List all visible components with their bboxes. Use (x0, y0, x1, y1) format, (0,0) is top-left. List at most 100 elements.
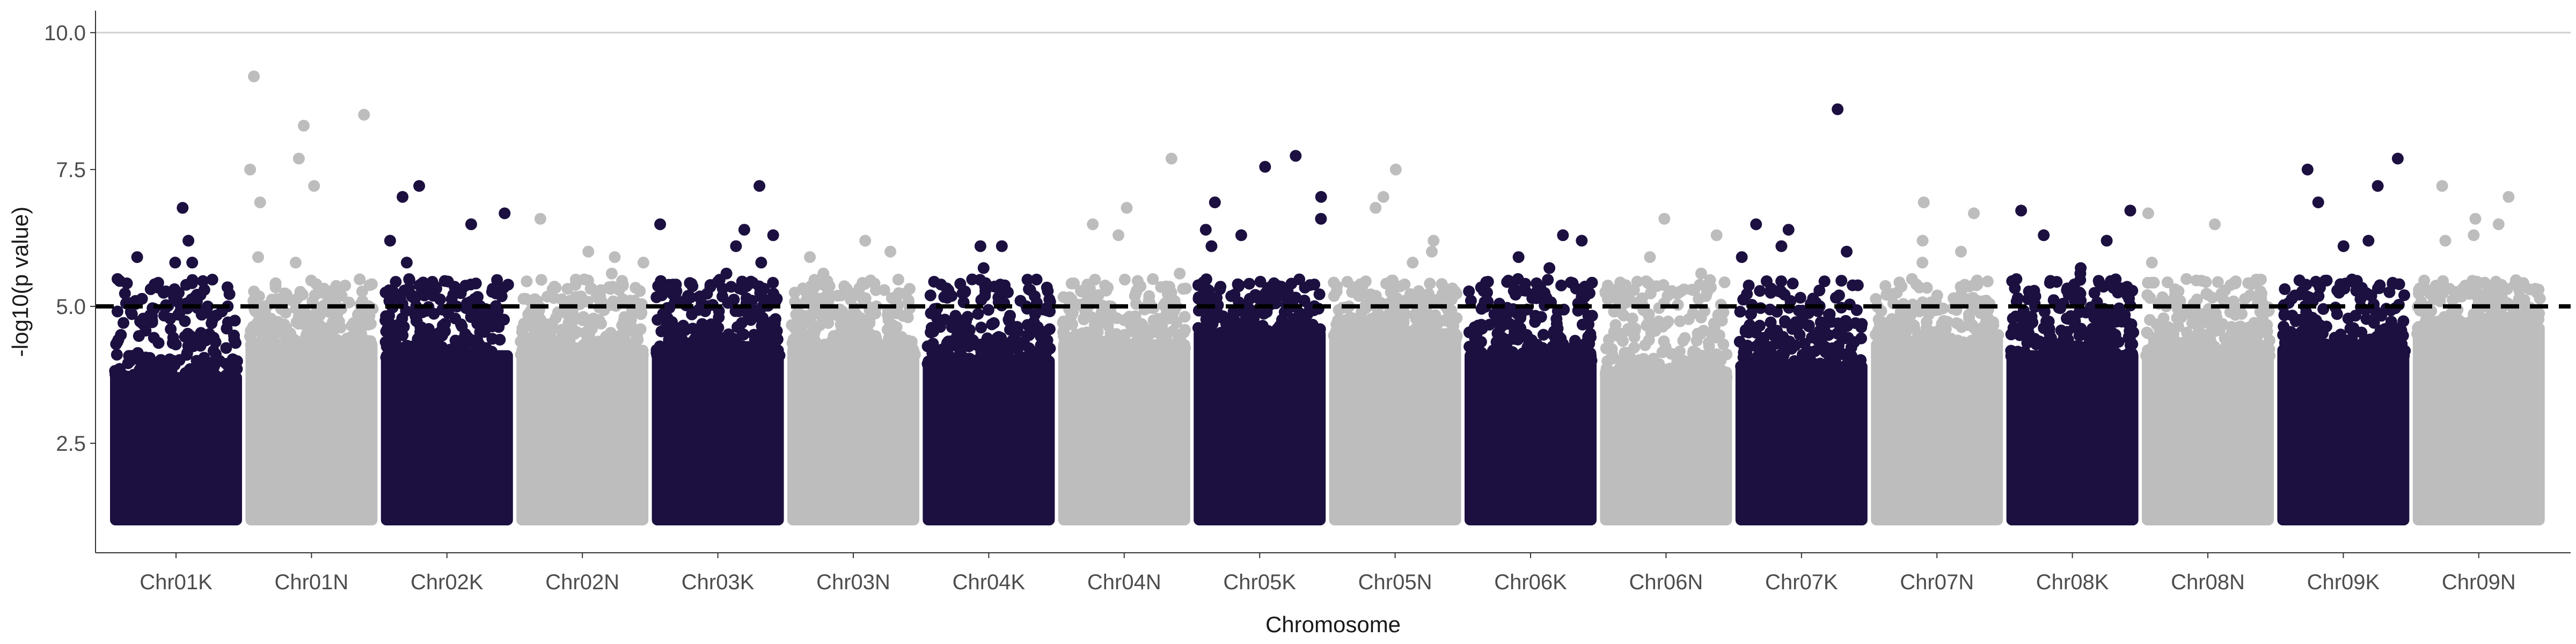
point (2125, 318, 2138, 331)
top-hit-point (755, 257, 767, 269)
point (959, 360, 971, 372)
top-hit-point (1841, 245, 1853, 258)
point (1387, 274, 1399, 287)
point (730, 336, 743, 348)
point (891, 290, 903, 302)
point (2317, 327, 2329, 340)
point (611, 335, 623, 348)
point (194, 289, 207, 301)
point (173, 287, 185, 299)
point (2515, 280, 2528, 292)
point (925, 354, 937, 367)
point (1796, 304, 1809, 317)
point (2286, 310, 2299, 321)
point (1118, 273, 1131, 286)
point (836, 347, 848, 359)
point (1243, 277, 1255, 290)
point (1848, 354, 1860, 366)
chromosome-points-chr03n (786, 235, 921, 525)
point (2333, 287, 2345, 299)
top-hit-point (859, 235, 872, 247)
top-hit-point (1557, 229, 1569, 241)
point (134, 363, 146, 376)
point (695, 321, 707, 333)
top-hit-point (730, 240, 742, 252)
top-hit-point (1165, 152, 1177, 165)
point (1897, 332, 1909, 344)
point (953, 340, 965, 352)
point (2038, 343, 2051, 356)
point (1669, 371, 1681, 384)
point (2285, 326, 2297, 338)
point (578, 273, 590, 286)
point (1748, 358, 1760, 371)
point-cloud (2142, 345, 2274, 525)
chromosome-points-chr04n (1057, 152, 1192, 525)
point (1192, 279, 1204, 291)
top-hit-point (400, 257, 413, 269)
point (1851, 279, 1864, 291)
point (1577, 354, 1589, 366)
point (1370, 290, 1382, 302)
point (2255, 273, 2267, 286)
point (1118, 328, 1131, 341)
point (1895, 344, 1907, 356)
point (805, 280, 817, 292)
point (2261, 325, 2273, 338)
point (2075, 295, 2087, 307)
point (666, 316, 678, 328)
point (1708, 363, 1720, 375)
point (1313, 288, 1326, 301)
top-hit-point (819, 279, 831, 291)
point (2205, 349, 2217, 362)
point (2153, 346, 2165, 358)
point (547, 340, 559, 352)
point (975, 321, 987, 334)
point (2530, 287, 2543, 299)
point (1214, 283, 1226, 295)
point (2119, 309, 2131, 321)
point (1555, 342, 1568, 354)
point (2197, 316, 2209, 328)
point (1688, 284, 1700, 296)
point (1644, 287, 1657, 299)
point (258, 325, 270, 338)
point (1702, 336, 1715, 349)
top-hit-point (1259, 160, 1271, 173)
point (2493, 327, 2506, 340)
point (446, 354, 458, 366)
point (1931, 289, 1943, 302)
top-hit-point (1370, 202, 1382, 214)
point (1443, 310, 1455, 323)
point (1800, 352, 1812, 364)
point (2161, 276, 2174, 288)
top-hit-point (1644, 251, 1656, 264)
x-tick-label: Chr06K (1494, 570, 1567, 594)
point (1583, 318, 1595, 331)
point (2346, 334, 2358, 346)
point (1741, 288, 1753, 300)
point (1718, 276, 1731, 289)
point (165, 323, 177, 335)
point (817, 313, 829, 325)
point (1038, 360, 1050, 372)
point (1775, 286, 1788, 298)
point (1775, 349, 1787, 361)
point (580, 349, 592, 362)
point (2191, 294, 2203, 305)
point (1629, 324, 1641, 336)
top-hit-point (2492, 218, 2505, 230)
point (2329, 332, 2341, 344)
top-hit-point (1832, 103, 1844, 115)
point (2223, 335, 2235, 347)
point (246, 344, 258, 356)
point (979, 277, 992, 289)
point (1923, 337, 1936, 349)
chromosome-points-chr08k (2005, 204, 2140, 525)
point (2297, 330, 2309, 342)
point (888, 319, 899, 332)
point (2062, 289, 2075, 301)
point (1652, 315, 1665, 327)
point (736, 317, 748, 329)
top-hit-point (2180, 273, 2193, 285)
